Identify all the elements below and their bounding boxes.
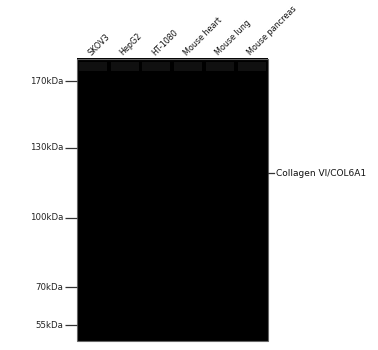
Bar (174, 62, 202, 71)
Text: HT-1080: HT-1080 (150, 28, 180, 57)
Bar (238, 62, 266, 71)
Text: Mouse pancreas: Mouse pancreas (245, 5, 298, 57)
Text: HepG2: HepG2 (118, 32, 144, 57)
Text: 170kDa: 170kDa (30, 77, 63, 85)
Text: 100kDa: 100kDa (30, 213, 63, 222)
Text: 130kDa: 130kDa (30, 143, 63, 152)
Bar (143, 62, 170, 71)
Bar (79, 62, 107, 71)
Text: Mouse heart: Mouse heart (182, 15, 223, 57)
Text: 70kDa: 70kDa (35, 283, 63, 292)
Text: SKOV3: SKOV3 (87, 32, 112, 57)
Bar (111, 62, 139, 71)
Text: 55kDa: 55kDa (35, 321, 63, 330)
Text: Mouse lung: Mouse lung (214, 19, 253, 57)
Bar (77, 59, 268, 341)
Bar (206, 62, 234, 71)
Text: Collagen VI/COL6A1: Collagen VI/COL6A1 (276, 169, 366, 177)
